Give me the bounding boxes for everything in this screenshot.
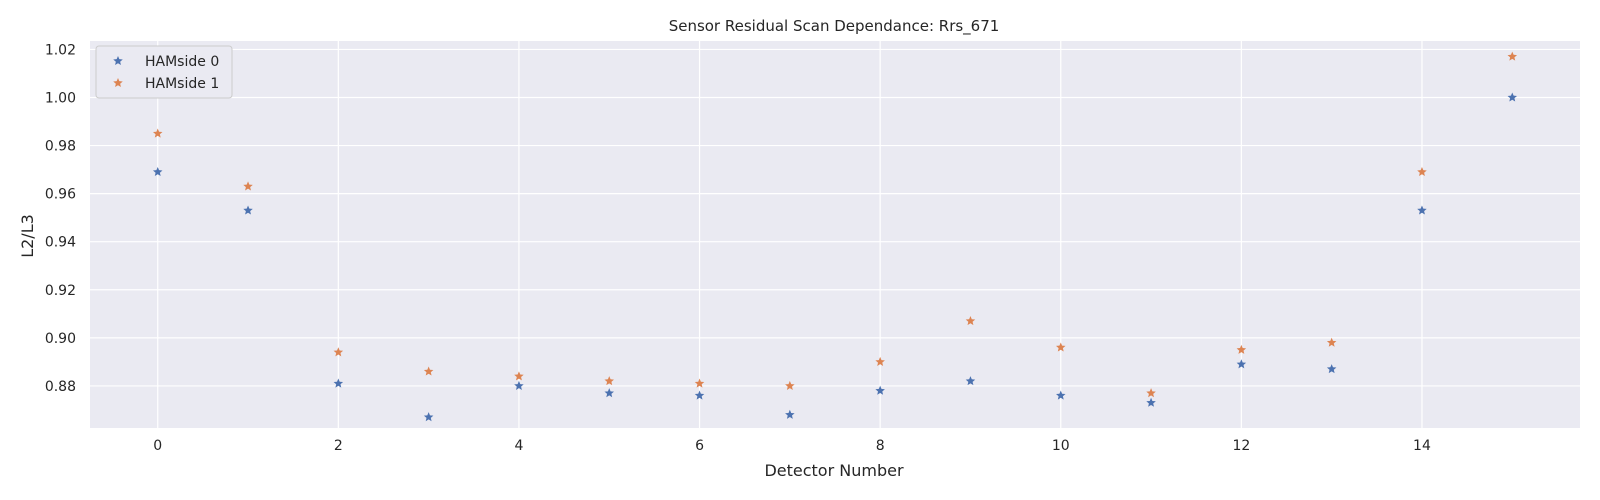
legend-marker bbox=[113, 56, 123, 66]
y-tick-label: 0.96 bbox=[45, 187, 76, 203]
legend-label: HAMside 0 bbox=[145, 54, 219, 70]
data-point bbox=[1326, 337, 1337, 347]
data-point bbox=[604, 388, 614, 398]
data-point bbox=[243, 181, 253, 191]
data-point bbox=[423, 412, 434, 422]
data-point bbox=[965, 376, 976, 386]
series-1 bbox=[152, 51, 1518, 398]
legend-label: HAMside 1 bbox=[145, 76, 219, 92]
data-point bbox=[1236, 359, 1247, 369]
data-point bbox=[875, 356, 885, 366]
data-point bbox=[333, 347, 344, 357]
legend-box bbox=[95, 45, 233, 99]
y-tick-label: 0.92 bbox=[45, 283, 76, 299]
data-points bbox=[152, 51, 1518, 422]
data-point bbox=[514, 371, 524, 381]
data-point bbox=[152, 167, 163, 177]
x-tick-label: 4 bbox=[514, 438, 523, 454]
data-point bbox=[785, 409, 795, 419]
data-point bbox=[785, 380, 795, 390]
chart-title: Sensor Residual Scan Dependance: Rrs_671 bbox=[669, 17, 1000, 36]
y-tick-label: 0.90 bbox=[45, 331, 76, 347]
x-tick-label: 8 bbox=[876, 438, 885, 454]
x-tick-label: 2 bbox=[334, 438, 343, 454]
data-point bbox=[514, 380, 524, 390]
data-point bbox=[965, 316, 976, 326]
data-point bbox=[333, 378, 344, 388]
data-point bbox=[694, 390, 705, 400]
data-point bbox=[1417, 205, 1427, 215]
data-point bbox=[694, 378, 705, 388]
data-point bbox=[1417, 167, 1427, 177]
x-tick-label: 14 bbox=[1413, 438, 1431, 454]
data-point bbox=[1056, 342, 1066, 352]
y-tick-label: 0.88 bbox=[45, 379, 76, 395]
data-point bbox=[1146, 397, 1156, 407]
y-tick-label: 0.98 bbox=[45, 139, 76, 155]
series-0 bbox=[152, 92, 1518, 422]
data-point bbox=[1507, 51, 1518, 61]
x-axis-ticks: 0 2 4 6 8 10 12 14 bbox=[153, 438, 1431, 454]
x-tick-label: 0 bbox=[153, 438, 162, 454]
y-tick-label: 1.00 bbox=[45, 90, 76, 106]
data-point bbox=[1507, 92, 1518, 102]
data-point bbox=[1236, 344, 1247, 354]
legend: HAMside 0 HAMside 1 bbox=[95, 45, 233, 99]
x-tick-label: 10 bbox=[1052, 438, 1070, 454]
y-tick-label: 1.02 bbox=[45, 42, 76, 58]
data-point bbox=[604, 376, 614, 386]
y-tick-label: 0.94 bbox=[45, 235, 76, 251]
y-axis-label: L2/L3 bbox=[18, 214, 37, 258]
data-point bbox=[423, 366, 434, 376]
data-point bbox=[1146, 388, 1156, 398]
data-point bbox=[1326, 364, 1337, 374]
x-axis-label: Detector Number bbox=[764, 461, 904, 480]
legend-marker bbox=[113, 78, 123, 88]
data-point bbox=[243, 205, 253, 215]
data-point bbox=[1056, 390, 1066, 400]
x-tick-label: 6 bbox=[695, 438, 704, 454]
x-tick-label: 12 bbox=[1232, 438, 1250, 454]
plot-area bbox=[90, 41, 1580, 428]
data-point bbox=[152, 128, 163, 138]
y-axis-ticks: 0.88 0.90 0.92 0.94 0.96 0.98 1.00 1.02 bbox=[45, 42, 76, 395]
data-point bbox=[875, 385, 885, 395]
